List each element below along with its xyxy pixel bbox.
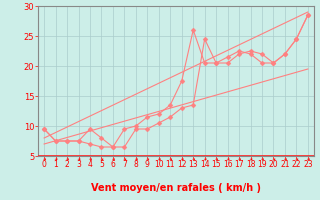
X-axis label: Vent moyen/en rafales ( km/h ): Vent moyen/en rafales ( km/h )	[91, 183, 261, 193]
